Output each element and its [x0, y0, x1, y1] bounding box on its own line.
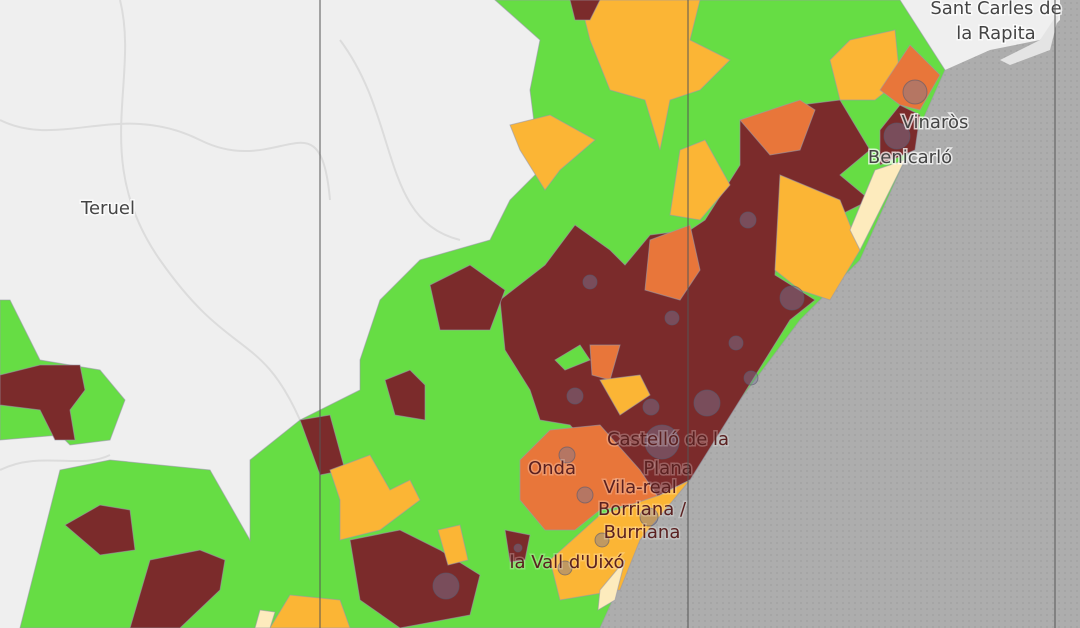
marker	[664, 310, 680, 326]
region	[329, 454, 421, 541]
marker	[639, 507, 659, 527]
place-label: Sant Carles de	[930, 0, 1061, 19]
terrain	[0, 0, 461, 471]
place-label: Benicarló	[868, 147, 952, 168]
marker	[582, 274, 598, 290]
region	[669, 139, 731, 221]
marker	[594, 532, 610, 548]
place-label: Castelló de la	[607, 429, 729, 450]
marker	[743, 370, 759, 386]
region	[554, 344, 591, 371]
place-label: Vila-real	[603, 477, 677, 498]
region	[569, 0, 601, 21]
region	[597, 559, 626, 611]
region	[879, 44, 941, 111]
marker	[693, 389, 721, 417]
place-label: Burriana	[604, 522, 681, 543]
region	[849, 159, 906, 252]
marker	[642, 398, 660, 416]
region	[384, 369, 426, 421]
place-label: Onda	[528, 458, 576, 479]
marker	[728, 335, 744, 351]
regions	[0, 0, 946, 628]
marker	[566, 387, 584, 405]
region	[579, 0, 731, 151]
region	[129, 549, 226, 628]
place-label: Teruel	[80, 198, 135, 219]
region	[349, 529, 481, 628]
region	[509, 114, 596, 191]
place-label: Plana	[643, 458, 692, 479]
region	[739, 99, 816, 156]
region	[254, 609, 276, 628]
place-label: la Vall d'Uixó	[509, 552, 624, 573]
region	[64, 504, 136, 556]
place-label: Borriana /	[598, 499, 687, 520]
marker	[576, 486, 594, 504]
marker	[557, 560, 573, 576]
region	[774, 174, 861, 301]
region	[0, 364, 86, 441]
region	[437, 524, 469, 566]
marker	[558, 446, 576, 464]
place-label: la Rapita	[956, 23, 1035, 44]
region	[269, 594, 351, 628]
marker	[739, 211, 757, 229]
marker	[883, 122, 911, 150]
region	[879, 104, 921, 166]
region	[429, 264, 506, 331]
frame-lines	[319, 0, 1056, 628]
marker	[644, 424, 680, 460]
markers	[432, 79, 928, 600]
marker	[432, 572, 460, 600]
marker	[779, 285, 805, 311]
region	[599, 374, 651, 416]
delta	[1000, 10, 1060, 65]
marker	[513, 543, 523, 553]
sea	[600, 0, 1080, 628]
region	[504, 529, 531, 563]
place-labels: Sant Carles de la Rapita Vinaròs Benicar…	[79, 0, 1064, 575]
region	[644, 224, 701, 301]
marker	[902, 79, 928, 105]
place-label: Vinaròs	[902, 112, 969, 133]
